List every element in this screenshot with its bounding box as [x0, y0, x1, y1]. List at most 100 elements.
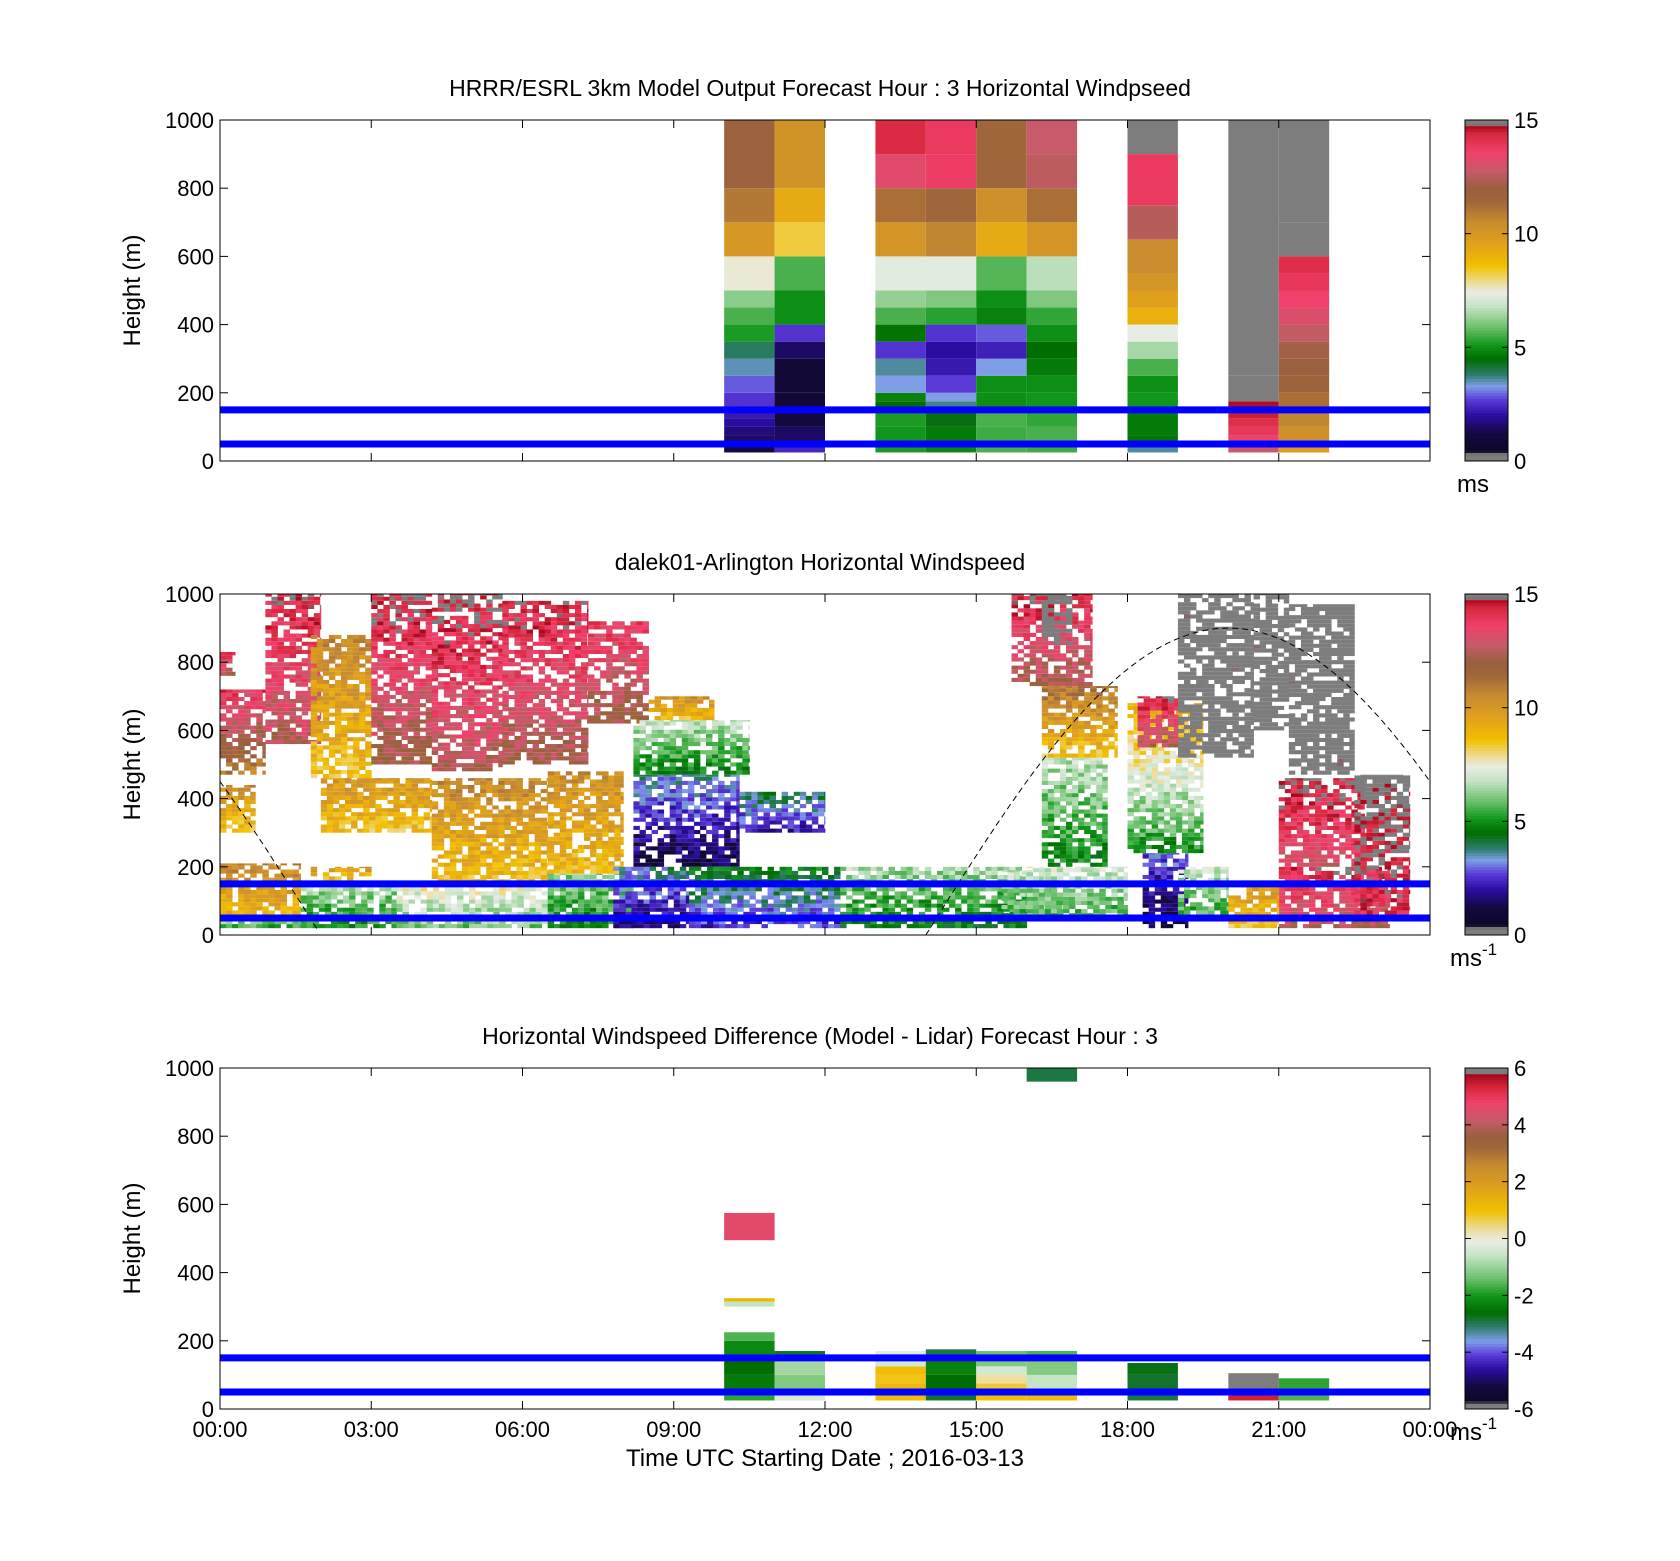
- heatmap-cell: [614, 808, 621, 813]
- heatmap-cell: [651, 770, 659, 775]
- heatmap-cell: [731, 887, 738, 892]
- heatmap-cell: [401, 707, 408, 712]
- heatmap-cell: [618, 645, 625, 650]
- colorbar-swatch: [1465, 222, 1508, 226]
- heatmap-cell: [425, 723, 433, 728]
- heatmap-cell: [596, 771, 603, 776]
- heatmap-cell: [395, 674, 402, 679]
- heatmap-cell: [486, 730, 493, 735]
- heatmap-cell: [292, 885, 300, 890]
- heatmap-cell: [413, 719, 421, 724]
- heatmap-cell: [580, 670, 588, 675]
- heatmap-cell: [283, 707, 290, 712]
- heatmap-cell: [630, 694, 637, 700]
- heatmap-cell: [925, 256, 977, 291]
- heatmap-cell: [520, 731, 527, 736]
- heatmap-cell: [371, 604, 378, 610]
- heatmap-cell: [1278, 307, 1330, 325]
- heatmap-cell: [377, 658, 384, 663]
- heatmap-cell: [423, 791, 431, 796]
- heatmap-cell: [353, 688, 360, 693]
- heatmap-cell: [462, 829, 469, 835]
- heatmap-cell: [523, 924, 530, 929]
- heatmap-cell: [316, 749, 324, 754]
- heatmap-cell: [407, 645, 414, 650]
- heatmap-cell: [244, 799, 251, 805]
- heatmap-cell: [429, 799, 433, 805]
- heatmap-cell: [520, 744, 527, 749]
- heatmap-cell: [681, 854, 689, 859]
- heatmap-cell: [568, 748, 576, 753]
- heatmap-cell: [371, 613, 378, 618]
- heatmap-cell: [420, 891, 428, 896]
- heatmap-cell: [443, 709, 451, 715]
- heatmap-cell: [666, 707, 674, 712]
- heatmap-cell: [718, 793, 725, 798]
- heatmap-cell: [637, 891, 644, 896]
- heatmap-cell: [474, 607, 481, 612]
- heatmap-cell: [684, 696, 692, 700]
- heatmap-cell: [363, 778, 370, 780]
- heatmap-cell: [1026, 392, 1078, 410]
- heatmap-cell: [431, 714, 439, 719]
- heatmap-cell: [657, 838, 665, 843]
- heatmap-cell: [546, 854, 549, 859]
- heatmap-cell: [455, 640, 463, 645]
- heatmap-cell: [1278, 290, 1330, 308]
- heatmap-cell: [353, 655, 360, 660]
- heatmap-cell: [718, 754, 725, 759]
- heatmap-cell: [357, 804, 364, 809]
- heatmap-cell: [562, 686, 570, 691]
- heatmap-cell: [455, 789, 463, 794]
- heatmap-cell: [238, 812, 245, 817]
- heatmap-cell: [520, 719, 527, 724]
- heatmap-cell: [624, 645, 631, 650]
- heatmap-cell: [620, 775, 624, 780]
- heatmap-cell: [522, 858, 529, 863]
- heatmap-cell: [649, 895, 656, 900]
- heatmap-cell: [268, 919, 275, 925]
- heatmap-cell: [365, 733, 372, 738]
- heatmap-cell: [292, 906, 300, 911]
- heatmap-cell: [407, 617, 414, 622]
- heatmap-cell: [347, 866, 354, 869]
- heatmap-cell: [761, 903, 768, 908]
- heatmap-cell: [429, 787, 433, 792]
- heatmap-cell: [651, 729, 659, 734]
- heatmap-cell: [307, 641, 315, 646]
- heatmap-cell: [556, 662, 564, 667]
- heatmap-cell: [295, 731, 303, 736]
- heatmap-cell: [486, 656, 493, 661]
- heatmap-cell: [693, 774, 701, 777]
- heatmap-cell: [469, 887, 476, 892]
- heatmap-cell: [669, 789, 677, 794]
- heatmap-cell: [693, 846, 701, 851]
- heatmap-cell: [520, 633, 527, 638]
- heatmap-cell: [413, 711, 421, 716]
- heatmap-cell: [590, 816, 597, 821]
- heatmap-cell: [590, 911, 597, 916]
- heatmap-cell: [341, 655, 348, 660]
- heatmap-cell: [562, 723, 570, 728]
- heatmap-cell: [262, 894, 269, 899]
- heatmap-cell: [667, 907, 675, 912]
- heatmap-cell: [232, 762, 239, 767]
- heatmap-cell: [401, 641, 408, 646]
- heatmap-cell: [347, 659, 354, 664]
- colorbar-swatch: [1465, 381, 1508, 385]
- heatmap-cell: [737, 907, 744, 912]
- heatmap-cell: [341, 688, 348, 693]
- heatmap-cell: [706, 829, 713, 835]
- heatmap-cell: [706, 858, 713, 863]
- heatmap-cell: [1228, 401, 1279, 410]
- heatmap-cell: [338, 816, 346, 821]
- heatmap-cell: [502, 682, 509, 687]
- heatmap-cell: [502, 604, 509, 610]
- colorbar-swatch: [1465, 279, 1508, 283]
- heatmap-cell: [675, 780, 683, 785]
- heatmap-cell: [226, 787, 233, 792]
- heatmap-cell: [319, 711, 322, 716]
- heatmap-cell: [389, 649, 396, 655]
- heatmap-cell: [341, 724, 348, 730]
- heatmap-cell: [550, 649, 558, 655]
